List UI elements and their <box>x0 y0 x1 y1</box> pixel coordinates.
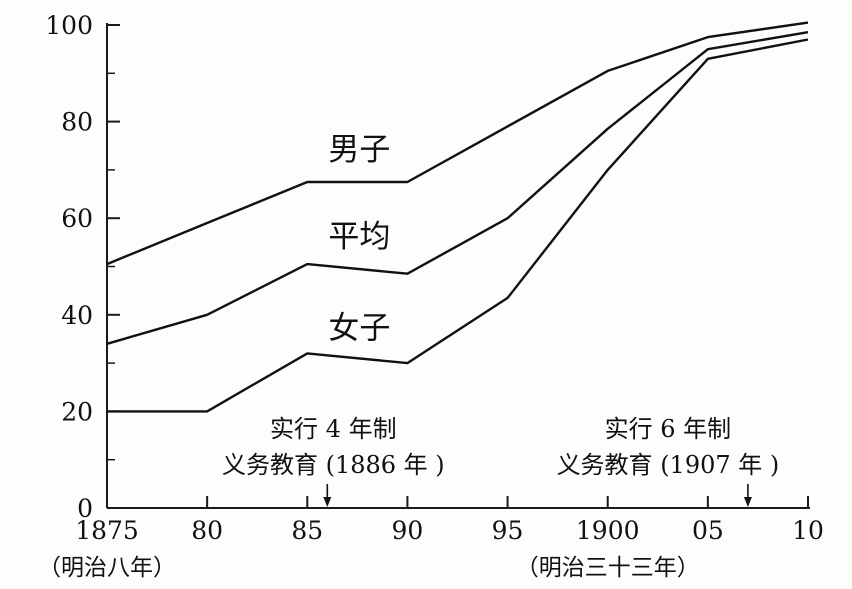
series-label-3: 女子 <box>328 310 390 346</box>
annotation-line-2: 义务教育 (1907 年 ) <box>557 451 780 479</box>
series-line-1 <box>106 21 809 266</box>
y-tick-label: 100 <box>45 11 93 40</box>
era-label: （明治三十三年） <box>516 555 700 581</box>
x-tick-label: 95 <box>492 516 524 545</box>
y-tick-label: 40 <box>61 301 93 330</box>
x-tick-label: 10 <box>792 516 824 545</box>
x-tick-label: 1900 <box>576 516 640 545</box>
annotation-line-1: 实行 4 年制 <box>270 415 397 443</box>
annotation-line-2: 义务教育 (1886 年 ) <box>222 451 445 479</box>
series-lines <box>106 21 809 413</box>
chart-labels: 0 20 40 60 80 100 1875 80 85 90 95 1900 05 10 （明治八年） （明… <box>38 11 824 581</box>
y-tick-label: 0 <box>77 494 93 523</box>
annotation-arrow-head <box>323 497 332 507</box>
axes <box>106 23 810 509</box>
annotation-line-1: 实行 6 年制 <box>605 415 732 443</box>
x-tick-label: 1875 <box>75 516 139 545</box>
y-tick-label: 80 <box>61 108 93 137</box>
x-tick-label: 80 <box>191 516 223 545</box>
y-tick-label: 20 <box>61 397 93 426</box>
y-tick-label: 60 <box>61 204 93 233</box>
series-line-3 <box>107 38 809 413</box>
series-label-1: 男子 <box>328 132 390 168</box>
series-line-2 <box>106 31 809 345</box>
series-label-2: 平均 <box>328 219 390 255</box>
annotation-arrow-head <box>743 497 752 507</box>
x-tick-label: 05 <box>692 516 724 545</box>
era-label: （明治八年） <box>38 555 176 581</box>
x-tick-label: 85 <box>291 516 323 545</box>
x-tick-label: 90 <box>392 516 424 545</box>
